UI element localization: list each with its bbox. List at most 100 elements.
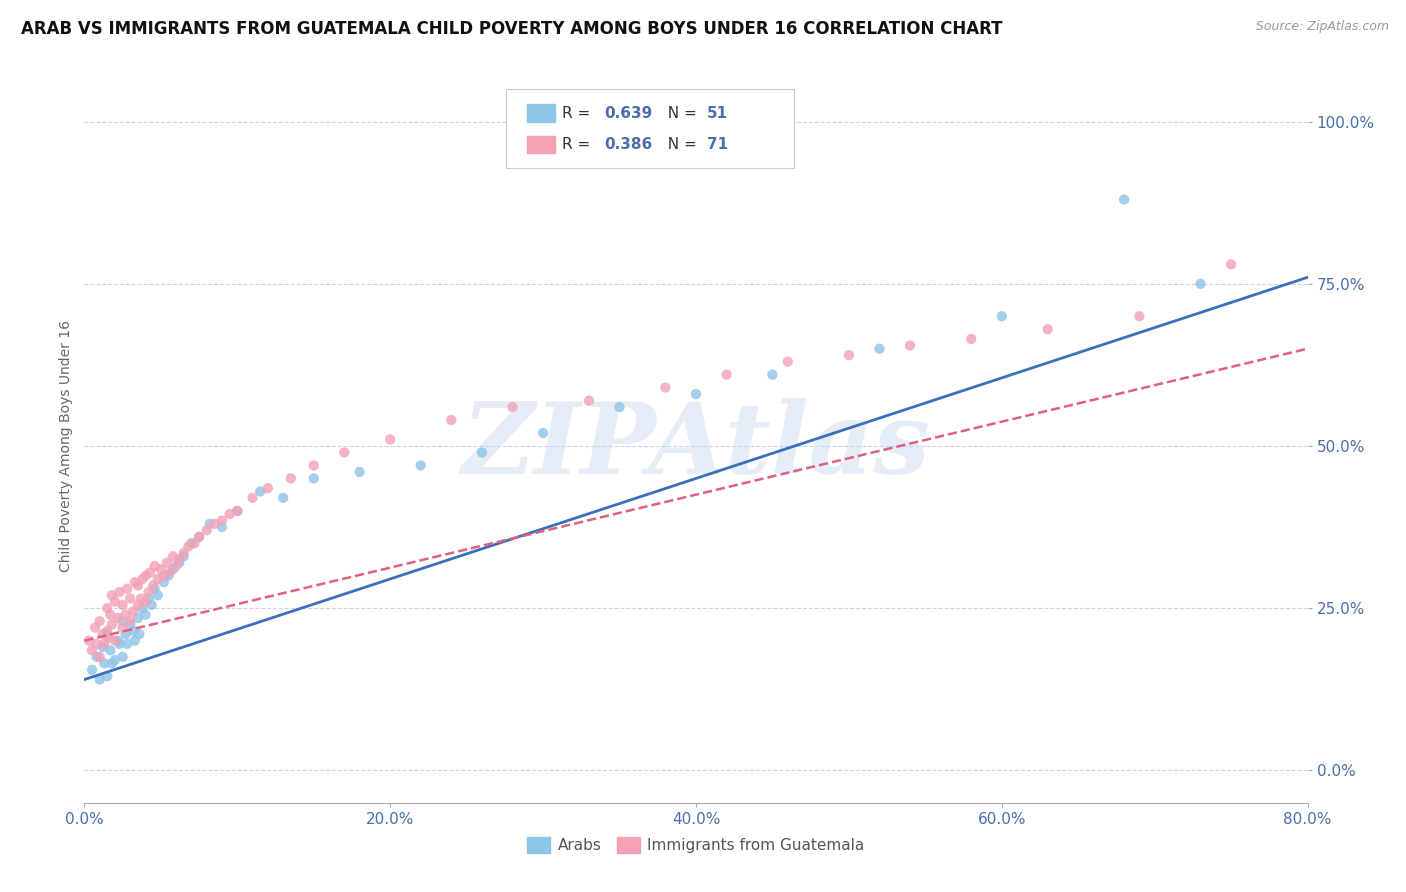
Point (685, 387, 707, 401)
Point (302, 458, 325, 473)
Point (93, 657, 115, 671)
Point (89, 649, 111, 664)
Point (96, 669, 118, 683)
Point (128, 627, 150, 641)
Point (135, 595, 157, 609)
Point (242, 491, 264, 505)
Point (135, 607, 157, 622)
Point (80, 643, 103, 657)
Point (111, 649, 134, 664)
Point (502, 400, 524, 414)
Point (86, 637, 108, 651)
Point (143, 582, 166, 596)
Text: N =: N = (658, 137, 702, 152)
Point (101, 657, 124, 671)
Point (131, 601, 153, 615)
Point (127, 578, 149, 592)
Point (440, 413, 463, 427)
Point (271, 491, 294, 505)
Point (177, 540, 200, 554)
Point (211, 520, 233, 534)
Point (93, 637, 115, 651)
Point (202, 516, 225, 531)
Point (153, 575, 176, 590)
Point (98, 607, 121, 622)
Point (122, 624, 145, 638)
Point (96, 624, 118, 638)
Point (111, 598, 134, 612)
Point (156, 556, 179, 570)
Point (578, 393, 600, 408)
Point (146, 588, 169, 602)
Point (138, 585, 160, 599)
Point (838, 348, 860, 362)
Point (108, 585, 131, 599)
Point (776, 354, 799, 368)
Text: Source: ZipAtlas.com: Source: ZipAtlas.com (1256, 20, 1389, 33)
Point (531, 425, 554, 440)
Legend: Arabs, Immigrants from Guatemala: Arabs, Immigrants from Guatemala (522, 831, 870, 859)
Point (139, 566, 162, 580)
Point (127, 598, 149, 612)
Point (654, 381, 676, 395)
Text: 0.639: 0.639 (605, 106, 652, 120)
Point (104, 595, 127, 609)
Point (114, 627, 136, 641)
Point (188, 530, 211, 544)
Point (146, 572, 169, 586)
Point (124, 633, 146, 648)
Text: R =: R = (562, 106, 596, 120)
Point (609, 400, 631, 414)
Text: 51: 51 (707, 106, 728, 120)
Point (107, 611, 129, 625)
Text: 71: 71 (707, 137, 728, 152)
Point (142, 578, 165, 592)
Text: 0.386: 0.386 (605, 137, 652, 152)
Point (122, 604, 145, 618)
Point (124, 575, 146, 590)
Point (101, 617, 124, 632)
Point (180, 536, 202, 550)
Text: N =: N = (658, 106, 702, 120)
Point (211, 514, 233, 528)
Point (104, 633, 127, 648)
Point (108, 637, 131, 651)
Point (111, 614, 134, 628)
Point (195, 524, 218, 538)
Point (84, 621, 107, 635)
Point (80, 663, 103, 677)
Point (761, 368, 783, 382)
Point (89, 673, 111, 687)
Point (1189, 277, 1212, 291)
Point (302, 471, 325, 485)
Point (96, 601, 118, 615)
Text: R =: R = (562, 137, 596, 152)
Point (991, 310, 1014, 324)
Point (409, 458, 432, 473)
Point (141, 598, 163, 612)
Point (716, 368, 738, 382)
Point (183, 536, 205, 550)
Point (97, 631, 120, 645)
Point (89, 614, 111, 628)
Point (91, 640, 114, 654)
Point (120, 617, 142, 632)
Point (107, 633, 129, 648)
Text: ZIPAtlas: ZIPAtlas (461, 398, 931, 494)
Point (280, 471, 302, 485)
Y-axis label: Child Poverty Among Boys Under 16: Child Poverty Among Boys Under 16 (59, 320, 73, 572)
Point (114, 607, 136, 622)
Point (86, 649, 108, 664)
Point (98, 643, 121, 657)
Point (77, 633, 100, 648)
Point (153, 568, 176, 582)
Point (471, 445, 494, 459)
Point (960, 332, 983, 346)
Point (218, 507, 240, 521)
Point (91, 627, 114, 641)
Point (333, 445, 356, 459)
Point (101, 588, 124, 602)
Point (135, 568, 157, 582)
Point (138, 591, 160, 606)
Point (149, 562, 172, 576)
